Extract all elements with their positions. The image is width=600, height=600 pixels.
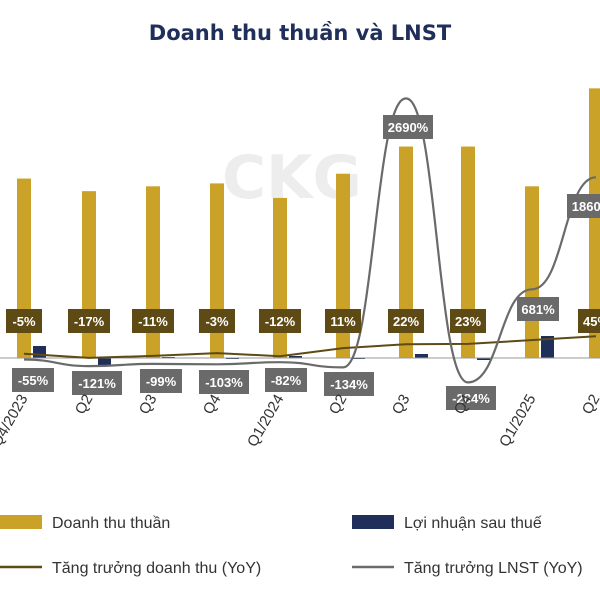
- x-tick-label: Q1/2024: [244, 392, 287, 450]
- revenue-bar: [273, 197, 287, 358]
- x-axis-ticks: Q4/2023 Q2 Q3 Q4 Q1/2024 Q2 Q3 Q4 Q1/2025 Q2: [0, 392, 600, 450]
- revenue-growth-label-box: [259, 309, 301, 333]
- profit-growth-label-box: [517, 297, 559, 321]
- profit-bar: [477, 358, 490, 360]
- profit-growth-label: 2690%: [388, 120, 429, 135]
- revenue-bar: [461, 146, 475, 358]
- profit-bar: [415, 354, 428, 358]
- profit-growth-label: -284%: [452, 391, 490, 406]
- profit-bar: [33, 346, 46, 358]
- revenue-growth-label: -11%: [138, 314, 168, 329]
- x-tick-label: Q3: [136, 392, 161, 418]
- profit-growth-label-box: [72, 371, 122, 395]
- profit-growth-label-box: [199, 370, 249, 394]
- revenue-growth-label-box: [388, 309, 424, 333]
- profit-growth-line: [23, 97, 597, 384]
- revenue-growth-label: -12%: [265, 314, 296, 329]
- legend: Doanh thu thuần Lợi nhuận sau thuế Tăng tr…: [0, 515, 583, 577]
- profit-growth-label: 681%: [521, 302, 555, 317]
- revenue-growth-label: -3%: [205, 314, 229, 329]
- chart-title: Doanh thu thuần và LNST: [149, 21, 452, 45]
- revenue-growth-label: 45%: [583, 314, 600, 329]
- legend-swatch: [352, 515, 394, 529]
- profit-growth-label-box: [12, 368, 54, 392]
- revenue-growth-label: 11%: [330, 314, 356, 329]
- revenue-growth-label: -5%: [12, 314, 36, 329]
- profit-growth-label-box: [567, 194, 600, 218]
- profit-bar: [98, 358, 111, 366]
- revenue-bar: [589, 88, 600, 358]
- x-tick-label: Q4/2023: [0, 392, 31, 450]
- revenue-growth-label: 23%: [455, 314, 481, 329]
- profit-growth-labels: -55% -121% -99% -103% -82% -134% 2690% -284% 681…: [12, 115, 600, 410]
- legend-label: Doanh thu thuần: [52, 515, 170, 532]
- revenue-bar: [399, 146, 413, 358]
- legend-label: Tăng trưởng doanh thu (YoY): [52, 560, 261, 577]
- profit-growth-label-box: [324, 372, 374, 396]
- legend-swatch: [0, 515, 42, 529]
- profit-growth-label-box: [265, 368, 307, 392]
- revenue-growth-label: 22%: [393, 314, 419, 329]
- x-tick-label: Q2: [72, 392, 97, 418]
- revenue-bar: [525, 186, 539, 358]
- revenue-growth-label-box: [68, 309, 110, 333]
- x-tick-label: Q3: [389, 392, 414, 418]
- profit-growth-label: -103%: [205, 375, 243, 390]
- legend-label: Tăng trưởng LNST (YoY): [404, 560, 583, 577]
- revenue-growth-line: [23, 335, 597, 359]
- profit-bar: [541, 336, 554, 358]
- profit-growth-label: -134%: [330, 377, 368, 392]
- x-tick-label: Q4: [200, 392, 225, 418]
- profit-growth-label: -55%: [18, 373, 49, 388]
- legend-label: Lợi nhuận sau thuế: [404, 515, 542, 532]
- revenue-growth-label-box: [6, 309, 42, 333]
- profit-growth-label-box: [140, 369, 182, 393]
- revenue-growth-label-box: [132, 309, 174, 333]
- profit-growth-label: -121%: [78, 376, 116, 391]
- x-tick-label: Q1/2025: [496, 392, 539, 450]
- profit-growth-label: 1860%: [572, 199, 600, 214]
- profit-growth-label-box: [446, 386, 496, 410]
- x-tick-label: Q2: [579, 392, 600, 418]
- revenue-growth-label-box: [450, 309, 486, 333]
- revenue-growth-label-box: [578, 309, 600, 333]
- profit-growth-label-box: [383, 115, 433, 139]
- profit-bar: [289, 356, 302, 358]
- profit-growth-label: -82%: [271, 373, 302, 388]
- growth-lines: [23, 97, 597, 384]
- revenue-growth-label-box: [325, 309, 361, 333]
- revenue-growth-labels: -5% -17% -11% -3% -12% 11% 22% 23% 45%: [6, 309, 600, 333]
- revenue-growth-label: -17%: [74, 314, 105, 329]
- profit-growth-label: -99%: [146, 374, 177, 389]
- revenue-growth-label-box: [199, 309, 235, 333]
